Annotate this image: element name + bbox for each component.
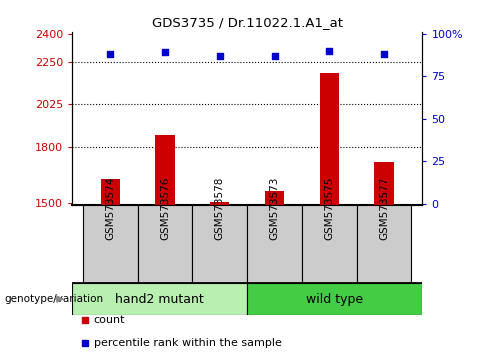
Point <box>380 51 388 57</box>
Text: GSM573574: GSM573574 <box>105 177 115 240</box>
Point <box>325 48 333 53</box>
Bar <box>374 162 394 205</box>
Text: count: count <box>94 315 125 325</box>
Bar <box>156 135 175 205</box>
Text: genotype/variation: genotype/variation <box>5 294 104 304</box>
Text: wild type: wild type <box>306 293 363 306</box>
Bar <box>72 283 247 315</box>
Bar <box>320 73 339 205</box>
Text: hand2 mutant: hand2 mutant <box>115 293 204 306</box>
Point <box>216 53 224 58</box>
Bar <box>101 179 120 205</box>
Point <box>107 51 114 57</box>
Point <box>271 53 278 58</box>
Text: percentile rank within the sample: percentile rank within the sample <box>94 338 281 348</box>
Text: GSM573578: GSM573578 <box>215 177 225 240</box>
Text: GSM573575: GSM573575 <box>324 177 335 240</box>
Bar <box>138 205 192 283</box>
Bar <box>192 205 247 283</box>
Bar <box>247 283 422 315</box>
Title: GDS3735 / Dr.11022.1.A1_at: GDS3735 / Dr.11022.1.A1_at <box>152 16 343 29</box>
Bar <box>302 205 357 283</box>
Text: GSM573577: GSM573577 <box>379 177 389 240</box>
Bar <box>83 205 138 283</box>
Bar <box>265 191 284 205</box>
Bar <box>210 201 229 205</box>
Point <box>161 50 169 55</box>
Bar <box>357 205 411 283</box>
Text: GSM573573: GSM573573 <box>270 177 279 240</box>
Text: GSM573576: GSM573576 <box>160 177 170 240</box>
Bar <box>247 205 302 283</box>
